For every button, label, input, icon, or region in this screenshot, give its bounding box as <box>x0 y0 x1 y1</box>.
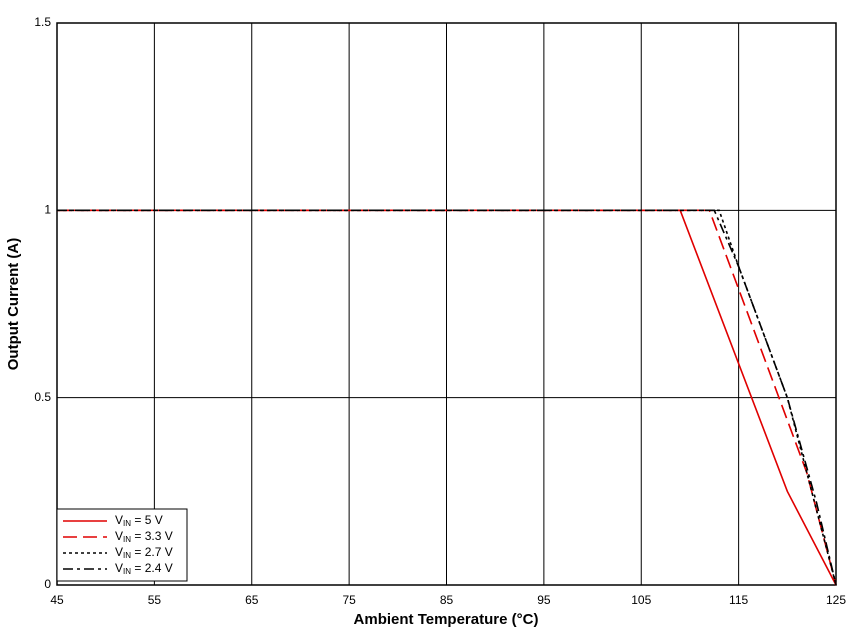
legend-label: VIN = 2.7 V <box>115 545 173 560</box>
y-tick-label: 1.5 <box>34 15 51 29</box>
legend-label: VIN = 5 V <box>115 513 163 528</box>
x-tick-label: 45 <box>50 593 64 607</box>
legend-label: VIN = 3.3 V <box>115 529 173 544</box>
x-tick-label: 115 <box>729 593 748 607</box>
y-tick-label: 0.5 <box>34 390 51 404</box>
x-tick-label: 105 <box>631 593 651 607</box>
legend-label: VIN = 2.4 V <box>115 561 173 576</box>
plot-frame <box>56 22 837 586</box>
x-tick-label: 75 <box>342 593 356 607</box>
x-tick-label: 125 <box>826 593 846 607</box>
x-tick-label: 65 <box>245 593 259 607</box>
x-axis-label: Ambient Temperature (°C) <box>354 611 539 628</box>
y-axis-label: Output Current (A) <box>5 238 22 370</box>
y-tick-label: 0 <box>44 577 51 591</box>
data-line <box>57 209 837 586</box>
x-tick-label: 55 <box>148 593 162 607</box>
x-tick-label: 85 <box>440 593 454 607</box>
data-line <box>57 209 837 586</box>
x-tick-label: 95 <box>537 593 551 607</box>
y-tick-label: 1 <box>44 203 51 217</box>
